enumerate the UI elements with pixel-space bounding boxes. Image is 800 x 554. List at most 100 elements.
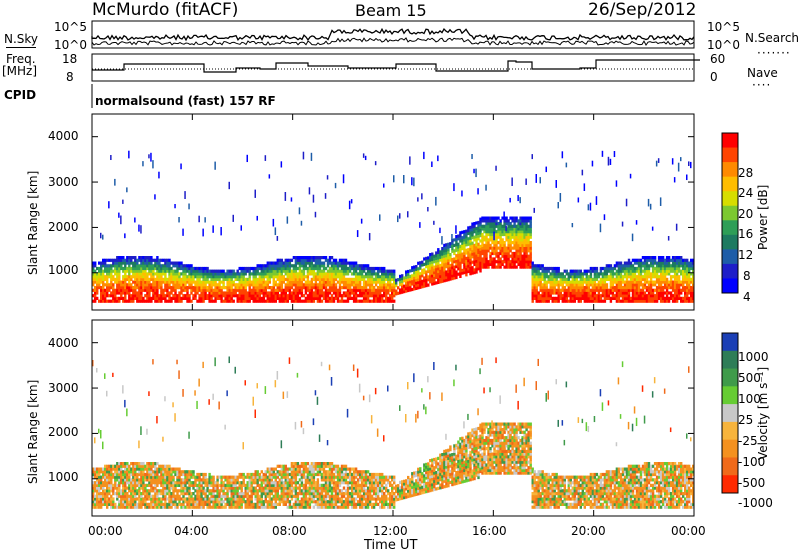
power-echo-cell [423, 271, 426, 275]
power-echo-cell [653, 299, 657, 303]
power-echo-cell [156, 258, 159, 262]
power-echo-cell [218, 288, 221, 292]
power-echo-cell [619, 266, 623, 271]
vel-cb-tick-25: 25 [738, 413, 754, 427]
power-echo-cell [427, 207, 429, 212]
power-echo-cell [112, 269, 115, 273]
power-echo-cell [649, 288, 653, 292]
velocity-echo-cell [94, 475, 97, 479]
power-echo-cell [334, 291, 338, 295]
power-echo-cell [397, 215, 399, 223]
power-echo-cell [417, 272, 420, 276]
power-echo-cell [286, 288, 289, 292]
power-echo-cell [593, 299, 597, 303]
power-echo-cell [168, 291, 171, 295]
power-echo-cell [130, 266, 133, 271]
power-echo-cell [533, 286, 536, 290]
power-echo-cell [262, 269, 265, 273]
power-echo-cell [495, 249, 498, 253]
velocity-echo-cell [156, 462, 159, 466]
power-echo-cell [294, 258, 298, 262]
power-echo-cell [635, 280, 639, 284]
power-echo-cell [601, 286, 605, 290]
power-echo-cell [160, 275, 163, 279]
velocity-echo-cell [152, 481, 155, 485]
power-echo-cell [264, 155, 267, 161]
velocity-echo-cell [94, 500, 97, 504]
velocity-echo-cell [190, 492, 193, 496]
power-echo-cell [690, 161, 692, 169]
velocity-echo-cell [140, 492, 143, 496]
velocity-ytick-3000: 3000 [48, 381, 79, 395]
velocity-echo-cell [138, 505, 141, 509]
power-echo-cell [657, 286, 661, 290]
power-echo-cell [631, 286, 635, 290]
power-echo-cell [266, 266, 269, 271]
power-echo-cell [535, 174, 537, 183]
power-echo-cell [531, 264, 534, 268]
power-echo-cell [314, 288, 318, 292]
power-echo-cell [274, 227, 277, 236]
power-echo-cell [431, 260, 434, 264]
xaxis-label: Time UT [364, 538, 418, 553]
power-echo-cell [94, 296, 97, 300]
power-echo-cell [651, 258, 655, 262]
power-echo-cell [332, 266, 336, 271]
power-echo-cell [296, 296, 300, 300]
power-echo-cell [346, 296, 350, 300]
power-echo-cell [120, 286, 123, 290]
power-echo-cell [641, 264, 645, 268]
velocity-echo-cell [100, 502, 103, 506]
power-echo-cell [623, 294, 627, 298]
velocity-echo-cell [136, 462, 139, 466]
velocity-echo-cell [104, 500, 107, 504]
power-echo-cell [453, 249, 456, 253]
power-echo-cell [573, 299, 576, 303]
power-echo-cell [529, 260, 532, 264]
power-echo-cell [643, 256, 647, 260]
power-echo-cell [539, 280, 542, 284]
power-echo-cell [346, 272, 350, 276]
power-echo-cell [266, 286, 269, 290]
velocity-echo-cell [148, 478, 151, 482]
power-echo-cell [455, 270, 458, 274]
power-echo-cell [314, 256, 318, 260]
power-echo-cell [485, 257, 488, 261]
power-echo-cell [615, 286, 619, 290]
power-echo-cell [379, 288, 382, 292]
power-echo-cell [242, 288, 245, 292]
power-echo-cell [196, 269, 199, 273]
power-echo-cell [513, 227, 516, 231]
power-echo-cell [290, 299, 294, 303]
velocity-echo-cell [118, 467, 121, 471]
power-echo-cell [469, 266, 472, 270]
power-echo-cell [663, 286, 667, 290]
power-echo-cell [146, 264, 149, 268]
power-echo-cell [487, 260, 490, 264]
power-echo-cell [352, 269, 356, 273]
velocity-echo-cell [200, 502, 203, 506]
power-echo-cell [543, 269, 546, 273]
power-echo-cell [240, 299, 243, 303]
power-echo-cell [675, 266, 679, 271]
power-echo-cell [671, 283, 675, 287]
velocity-echo-cell [134, 462, 137, 466]
power-echo-cell [569, 275, 572, 279]
power-echo-cell [296, 275, 300, 279]
power-echo-cell [260, 272, 263, 276]
power-echo-cell [346, 283, 350, 287]
power-echo-cell [110, 155, 112, 161]
velocity-echo-cell [180, 492, 183, 496]
power-echo-cell [324, 266, 328, 271]
power-echo-cell [439, 269, 442, 273]
xtick-4: 16:00 [472, 524, 507, 538]
power-echo-cell [256, 266, 259, 271]
power-echo-cell [354, 291, 358, 295]
power-echo-cell [102, 234, 104, 240]
power-echo-cell [581, 277, 584, 281]
power-echo-cell [445, 273, 448, 277]
power-echo-cell [690, 264, 693, 268]
power-echo-cell [669, 266, 673, 271]
power-echo-cell [274, 269, 277, 273]
power-echo-cell [300, 286, 304, 290]
